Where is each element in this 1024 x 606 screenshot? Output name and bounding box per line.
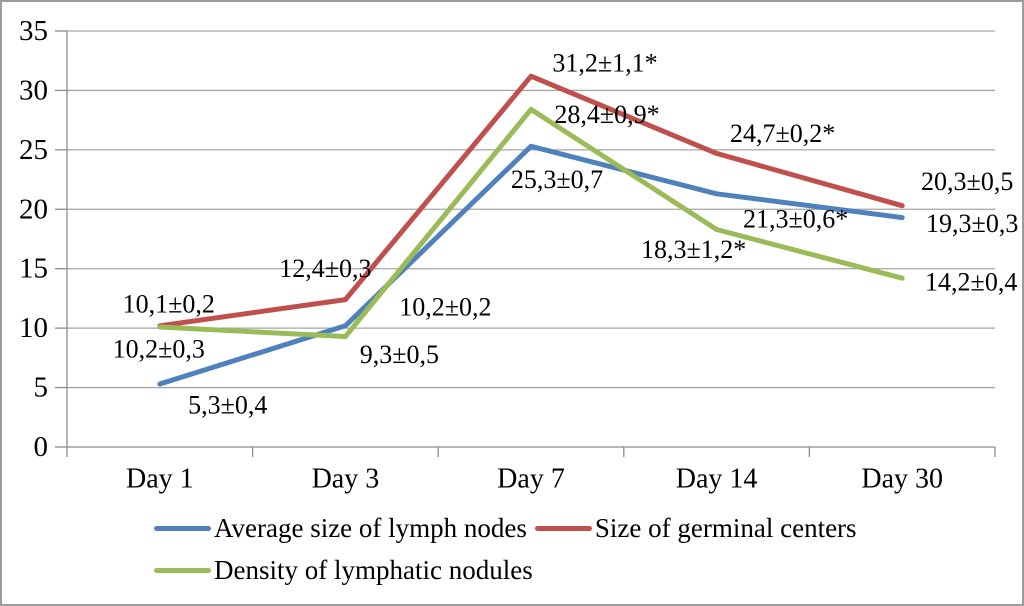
data-label: 18,3±1,2* — [641, 235, 746, 264]
y-tick-label: 30 — [19, 74, 48, 106]
legend-row-1: Average size of lymph nodes Size of germ… — [154, 512, 865, 544]
legend-label-size-of-germinal-centers: Size of germinal centers — [594, 512, 857, 543]
legend-swatch-blue-line-icon — [154, 525, 211, 531]
x-category-label: Day 14 — [676, 464, 758, 495]
legend-swatch-red-line-icon — [534, 525, 592, 531]
series-line-density-of-lymphatic-nodules — [157, 106, 905, 339]
legend-item-average-size-of-lymph-nodes: Average size of lymph nodes — [154, 513, 527, 544]
data-label: 10,1±0,2 — [123, 289, 215, 318]
x-category-label: Day 7 — [497, 464, 565, 495]
data-label: 10,2±0,3 — [113, 334, 205, 363]
data-label: 10,2±0,2 — [399, 292, 491, 321]
legend-label-average-size-of-lymph-nodes: Average size of lymph nodes — [214, 512, 527, 543]
data-label: 31,2±1,1* — [552, 49, 657, 78]
data-label: 19,3±0,3 — [926, 209, 1018, 238]
y-tick-label: 5 — [34, 372, 49, 404]
x-category-label: Day 3 — [312, 464, 380, 495]
data-label: 5,3±0,4 — [188, 391, 267, 420]
series-line-average-size-of-lymph-nodes — [157, 143, 905, 387]
y-tick-label: 20 — [19, 193, 48, 225]
x-category-label: Day 30 — [861, 464, 943, 495]
legend-item-size-of-germinal-centers: Size of germinal centers — [534, 512, 857, 544]
chart-legend: Average size of lymph nodes Size of germ… — [154, 512, 865, 596]
y-tick-label: 35 — [19, 15, 48, 47]
data-label: 21,3±0,6* — [743, 204, 848, 233]
y-tick-label: 10 — [19, 312, 48, 344]
data-label: 25,3±0,7 — [511, 165, 603, 194]
series-line-size-of-germinal-centers — [157, 73, 905, 329]
x-category-label: Day 1 — [126, 464, 194, 495]
data-label: 20,3±0,5 — [921, 167, 1013, 196]
data-label: 12,4±0,3 — [279, 254, 371, 283]
y-tick-label: 0 — [34, 431, 49, 463]
data-label: 9,3±0,5 — [360, 340, 439, 369]
data-label: 28,4±0,9* — [554, 100, 659, 129]
data-label: 24,7±0,2* — [730, 119, 835, 148]
data-label: 14,2±0,4 — [925, 268, 1017, 297]
y-tick-label: 25 — [19, 134, 48, 166]
legend-swatch-green-line-icon — [154, 567, 211, 573]
legend-label-density-of-lymphatic-nodules: Density of lymphatic nodules — [214, 554, 533, 585]
legend-item-density-of-lymphatic-nodules: Density of lymphatic nodules — [154, 555, 533, 586]
y-tick-label: 15 — [19, 253, 48, 285]
legend-row-2: Density of lymphatic nodules — [154, 554, 865, 586]
